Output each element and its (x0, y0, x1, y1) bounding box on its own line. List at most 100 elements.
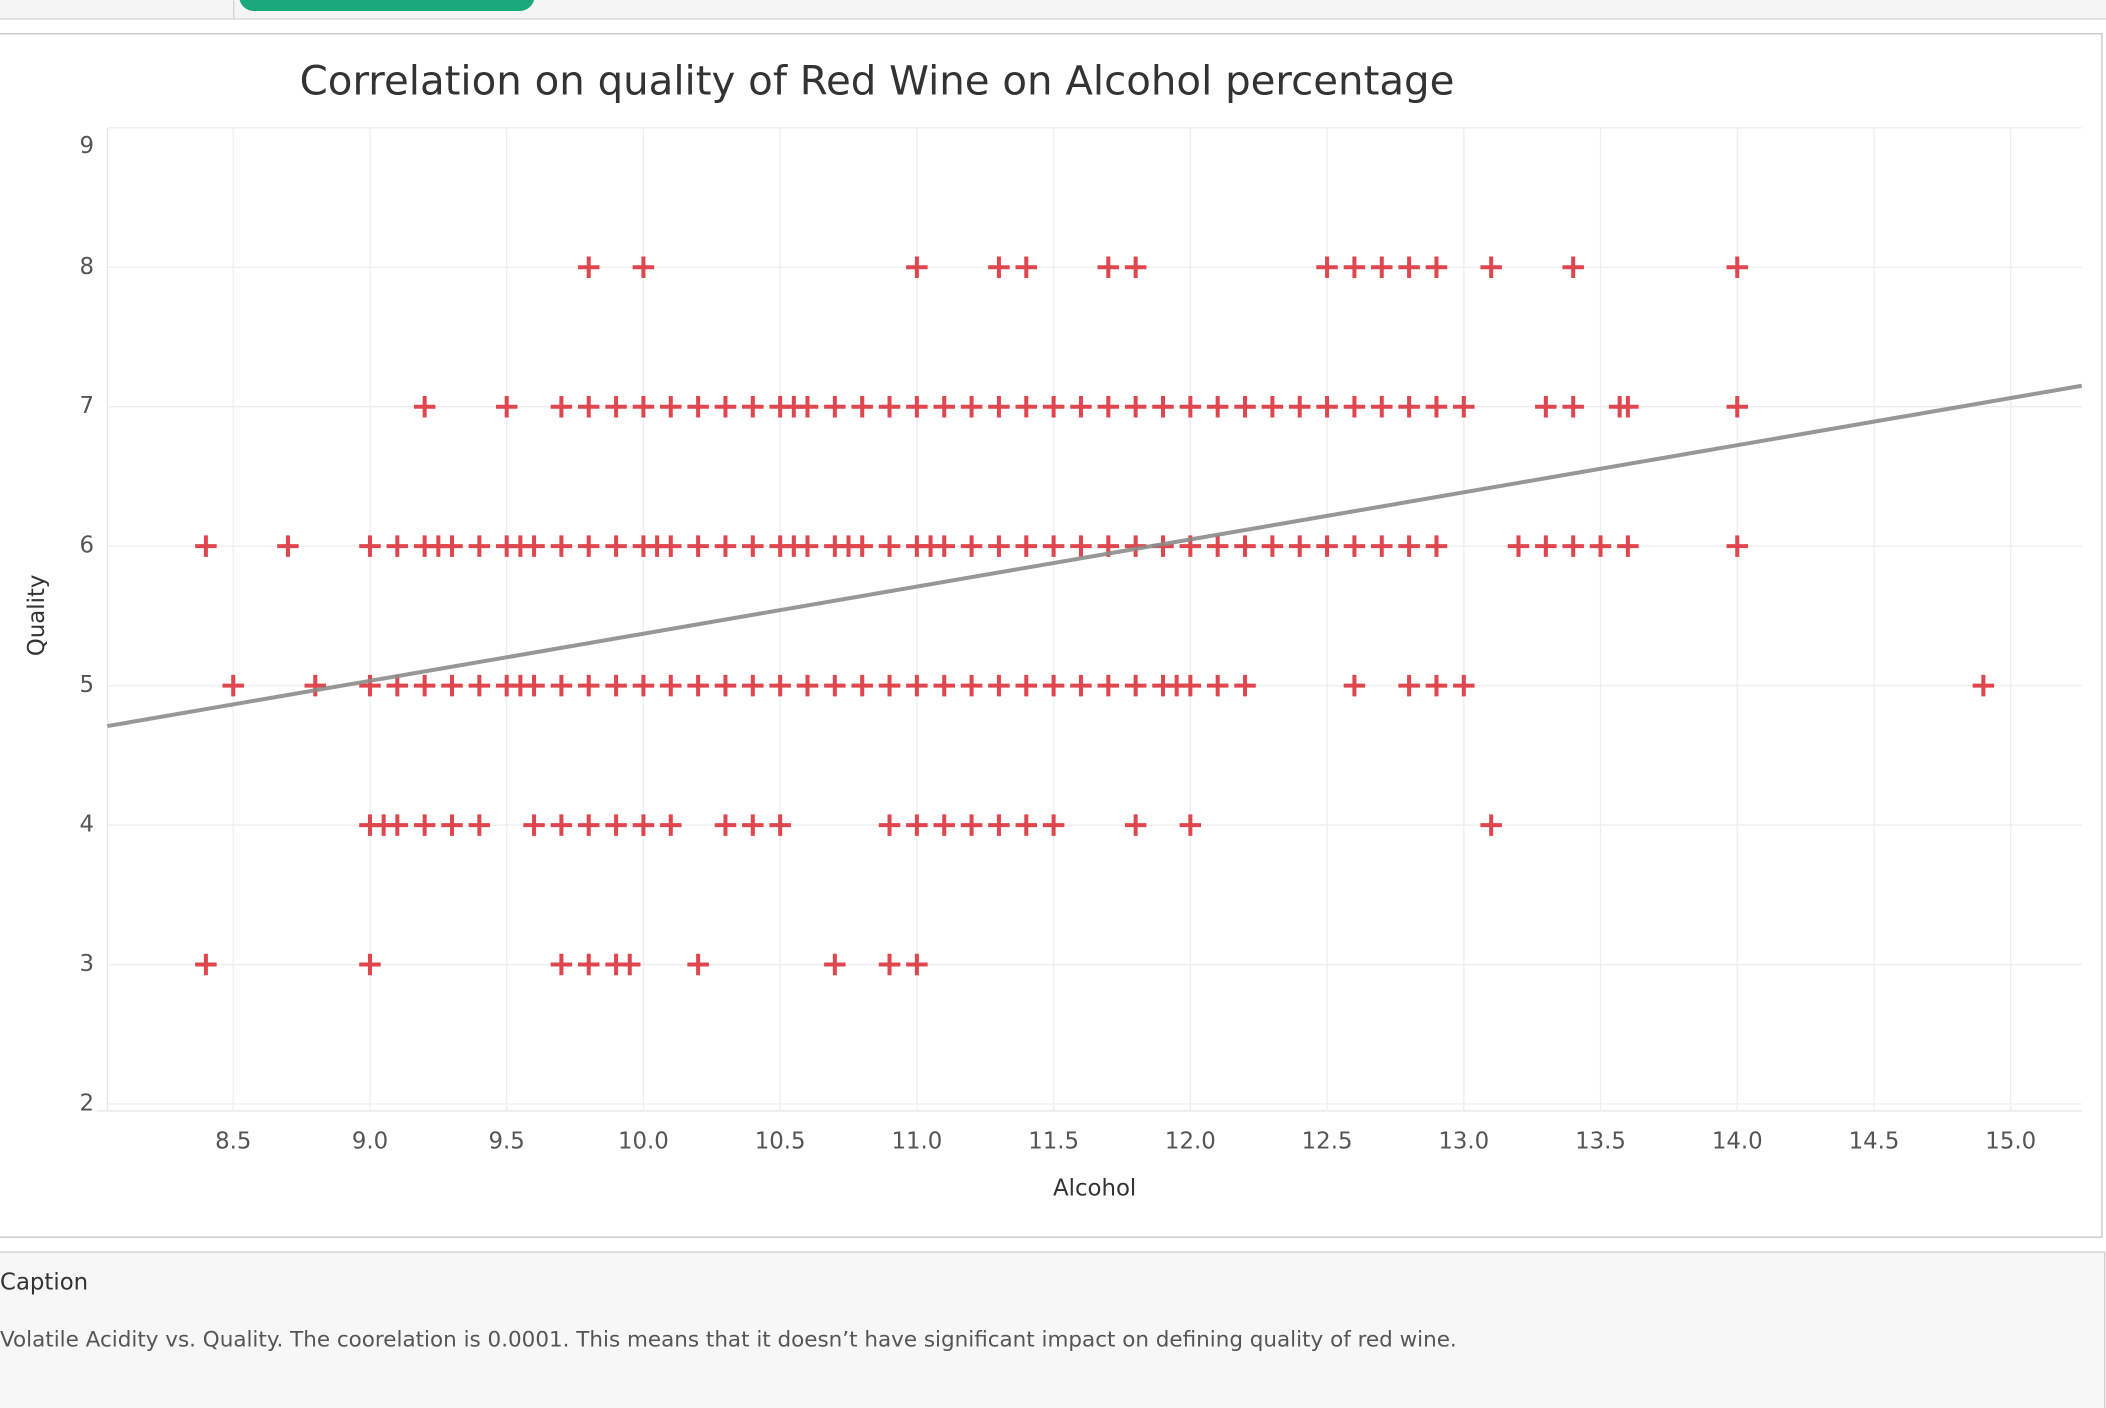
point (1398, 256, 1420, 279)
point (1562, 535, 1584, 557)
point (714, 814, 737, 836)
point (605, 535, 627, 557)
point (1070, 395, 1092, 418)
point (1152, 395, 1174, 418)
point (660, 535, 682, 557)
y-tick-label: 2 (79, 1090, 94, 1116)
point (1206, 674, 1229, 697)
point (1535, 535, 1557, 557)
x-tick-label: 9.0 (352, 1128, 388, 1154)
point (1343, 395, 1366, 418)
point (988, 814, 1010, 836)
point (632, 814, 655, 836)
point (1589, 535, 1612, 557)
point (1015, 256, 1038, 279)
point (960, 535, 983, 557)
point (1206, 535, 1229, 557)
point (386, 535, 409, 557)
point (222, 674, 244, 697)
point (413, 395, 436, 418)
point (851, 535, 873, 557)
point (1261, 395, 1284, 418)
point (1617, 535, 1639, 557)
point (1425, 674, 1448, 697)
point (1562, 395, 1584, 418)
point (632, 674, 655, 697)
point (796, 535, 819, 557)
point (906, 674, 928, 697)
point (1726, 395, 1749, 418)
point (878, 814, 901, 836)
point (1015, 814, 1038, 836)
y-tick-label: 9 (79, 133, 94, 159)
point (1480, 814, 1502, 836)
point (960, 814, 983, 836)
x-axis-label: Alcohol (1053, 1175, 1136, 1201)
x-tick-label: 9.5 (489, 1128, 525, 1154)
point (1453, 674, 1475, 697)
y-tick-label: 8 (79, 254, 94, 280)
point (359, 953, 381, 976)
point (359, 674, 381, 697)
point (195, 535, 217, 557)
point (960, 674, 983, 697)
caption-title: Caption (0, 1269, 88, 1295)
x-tick-label: 10.5 (755, 1128, 806, 1154)
point (742, 395, 764, 418)
point (1097, 395, 1120, 418)
point (550, 953, 573, 976)
point (1398, 674, 1420, 697)
point (714, 674, 737, 697)
point (1425, 395, 1448, 418)
point (742, 814, 764, 836)
point (851, 395, 873, 418)
point (577, 674, 600, 697)
point (1617, 395, 1639, 418)
y-tick-label: 4 (79, 812, 94, 838)
point (824, 674, 846, 697)
point (660, 395, 682, 418)
point (1179, 814, 1202, 836)
point (1042, 395, 1065, 418)
point (1972, 674, 1995, 697)
point (550, 674, 573, 697)
point (878, 535, 901, 557)
y-tick-label: 7 (79, 393, 94, 419)
point (687, 674, 709, 697)
point (1015, 535, 1038, 557)
point (1124, 674, 1147, 697)
shelf-pill[interactable] (239, 0, 535, 11)
point (1371, 256, 1393, 279)
point (1124, 256, 1147, 279)
chart-panel (0, 33, 2103, 1238)
point (386, 814, 409, 836)
point (1124, 814, 1147, 836)
point (1042, 814, 1065, 836)
point (277, 535, 299, 557)
point (1179, 674, 1202, 697)
x-tick-label: 10.0 (618, 1128, 669, 1154)
point (605, 814, 627, 836)
point (632, 395, 655, 418)
point (1316, 256, 1338, 279)
point (1343, 674, 1366, 697)
point (523, 535, 545, 557)
point (714, 395, 737, 418)
point (1206, 395, 1229, 418)
point (933, 535, 955, 557)
point (1535, 395, 1557, 418)
point (468, 814, 491, 836)
point (1015, 674, 1038, 697)
point (577, 535, 600, 557)
point (742, 535, 764, 557)
caption-panel (0, 1251, 2106, 1408)
point (1179, 395, 1202, 418)
point (386, 674, 409, 697)
x-tick-label: 11.0 (891, 1128, 942, 1154)
x-tick-label: 12.5 (1302, 1128, 1353, 1154)
point (577, 814, 600, 836)
point (1425, 256, 1448, 279)
point (1371, 395, 1393, 418)
y-axis-label: Quality (24, 575, 50, 657)
